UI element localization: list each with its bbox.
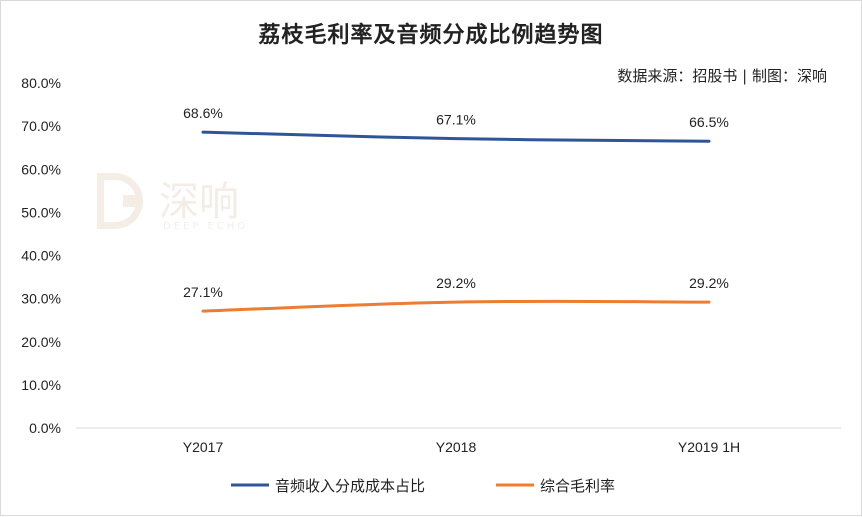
- y-tick-label: 60.0%: [21, 161, 61, 177]
- y-tick-label: 0.0%: [29, 420, 61, 436]
- data-label: 68.6%: [183, 105, 223, 121]
- y-tick-label: 80.0%: [21, 75, 61, 91]
- data-labels: 68.6% 67.1% 66.5% 27.1% 29.2% 29.2%: [183, 105, 729, 300]
- watermark-emblem-icon: [97, 173, 143, 229]
- y-tick-label: 30.0%: [21, 291, 61, 307]
- watermark-logo: 深响 DEEP ECHO: [97, 173, 248, 232]
- data-label: 27.1%: [183, 284, 223, 300]
- x-tick-label: Y2018: [436, 439, 477, 455]
- data-label: 66.5%: [689, 114, 729, 130]
- series-line-0: [201, 130, 711, 143]
- y-tick-label: 40.0%: [21, 248, 61, 264]
- y-tick-label: 70.0%: [21, 118, 61, 134]
- y-tick-label: 20.0%: [21, 334, 61, 350]
- legend-label-0: 音频收入分成成本占比: [275, 477, 425, 495]
- legend-label-1: 综合毛利率: [540, 477, 615, 495]
- watermark-cn: 深响: [159, 179, 239, 225]
- series-line-1: [201, 299, 711, 313]
- y-tick-label: 50.0%: [21, 204, 61, 220]
- data-label: 67.1%: [436, 112, 476, 128]
- data-label: 29.2%: [436, 275, 476, 291]
- x-tick-label: Y2017: [183, 439, 224, 455]
- watermark-en: DEEP ECHO: [163, 221, 248, 232]
- legend: 音频收入分成成本占比 综合毛利率: [231, 477, 615, 495]
- data-label: 29.2%: [689, 275, 729, 291]
- chart-title: 荔枝毛利率及音频分成比例趋势图: [258, 22, 604, 48]
- series-layer: [201, 130, 711, 313]
- y-tick-label: 10.0%: [21, 377, 61, 393]
- source-note: 数据来源：招股书 | 制图：深响: [617, 67, 827, 85]
- x-tick-label: Y2019 1H: [678, 439, 740, 455]
- axes: 0.0% 10.0% 20.0% 30.0% 40.0% 50.0% 60.0% 70.0% 8…: [21, 75, 841, 455]
